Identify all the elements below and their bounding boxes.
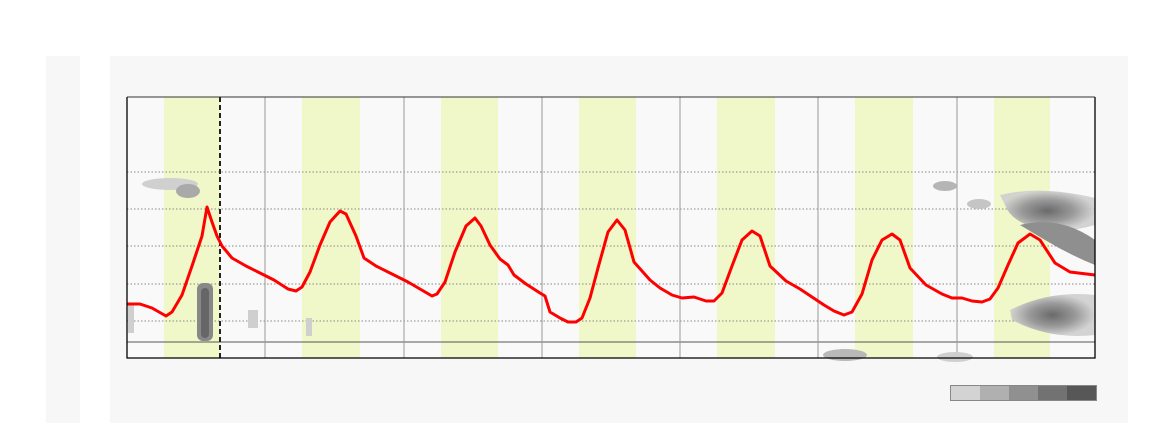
gridlines	[127, 171, 1095, 322]
left-axis-panel	[46, 56, 80, 423]
cloud-density-blobs	[128, 178, 1095, 362]
day-separators	[264, 97, 958, 358]
temperature-line	[127, 205, 1096, 324]
legend-rain-swatch	[127, 389, 160, 402]
legend-showers-swatch	[278, 389, 311, 402]
cloud-density-scale	[950, 385, 1097, 401]
